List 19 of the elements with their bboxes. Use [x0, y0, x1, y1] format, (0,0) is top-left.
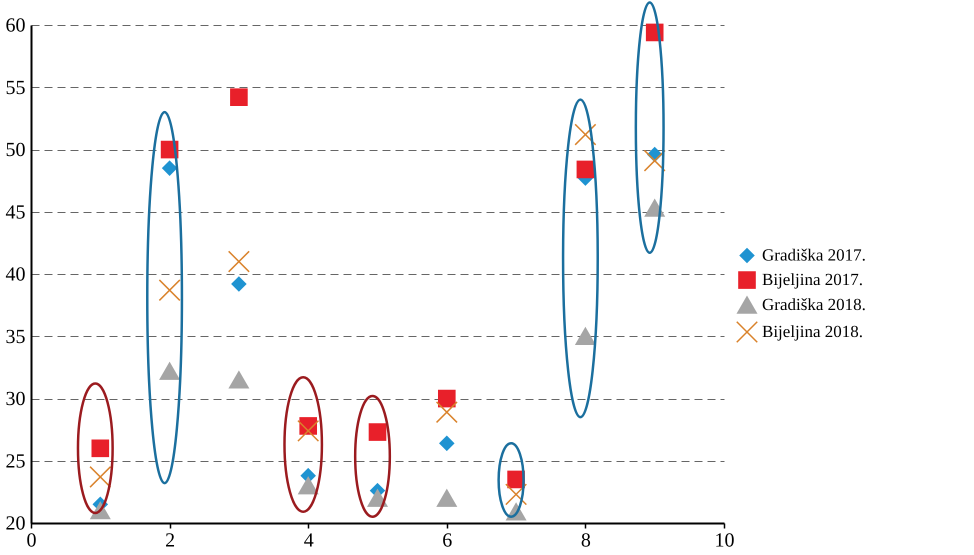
x-tick-label: 10	[714, 530, 734, 552]
y-tick-label: 30	[6, 388, 26, 410]
legend-label: Bijeljina 2017.	[762, 270, 864, 289]
x-tick-label: 2	[165, 530, 176, 552]
y-tick-label: 60	[6, 14, 26, 36]
legend-label: Gradiška 2017.	[762, 246, 866, 264]
y-tick-label: 25	[6, 450, 26, 472]
y-tick-label: 50	[6, 139, 26, 161]
legend-label: Bijeljina 2018.	[762, 322, 864, 341]
x-tick-label: 4	[304, 530, 314, 552]
x-tick-label: 8	[580, 530, 591, 552]
legend-label: Gradiška 2018.	[762, 295, 866, 314]
y-tick-label: 20	[6, 512, 26, 534]
y-tick-label: 40	[6, 264, 26, 286]
y-tick-label: 35	[6, 326, 26, 348]
y-tick-label: 45	[6, 201, 26, 224]
x-tick-label: 0	[26, 530, 36, 552]
x-tick-label: 6	[442, 530, 452, 552]
y-tick-label: 55	[6, 76, 26, 99]
